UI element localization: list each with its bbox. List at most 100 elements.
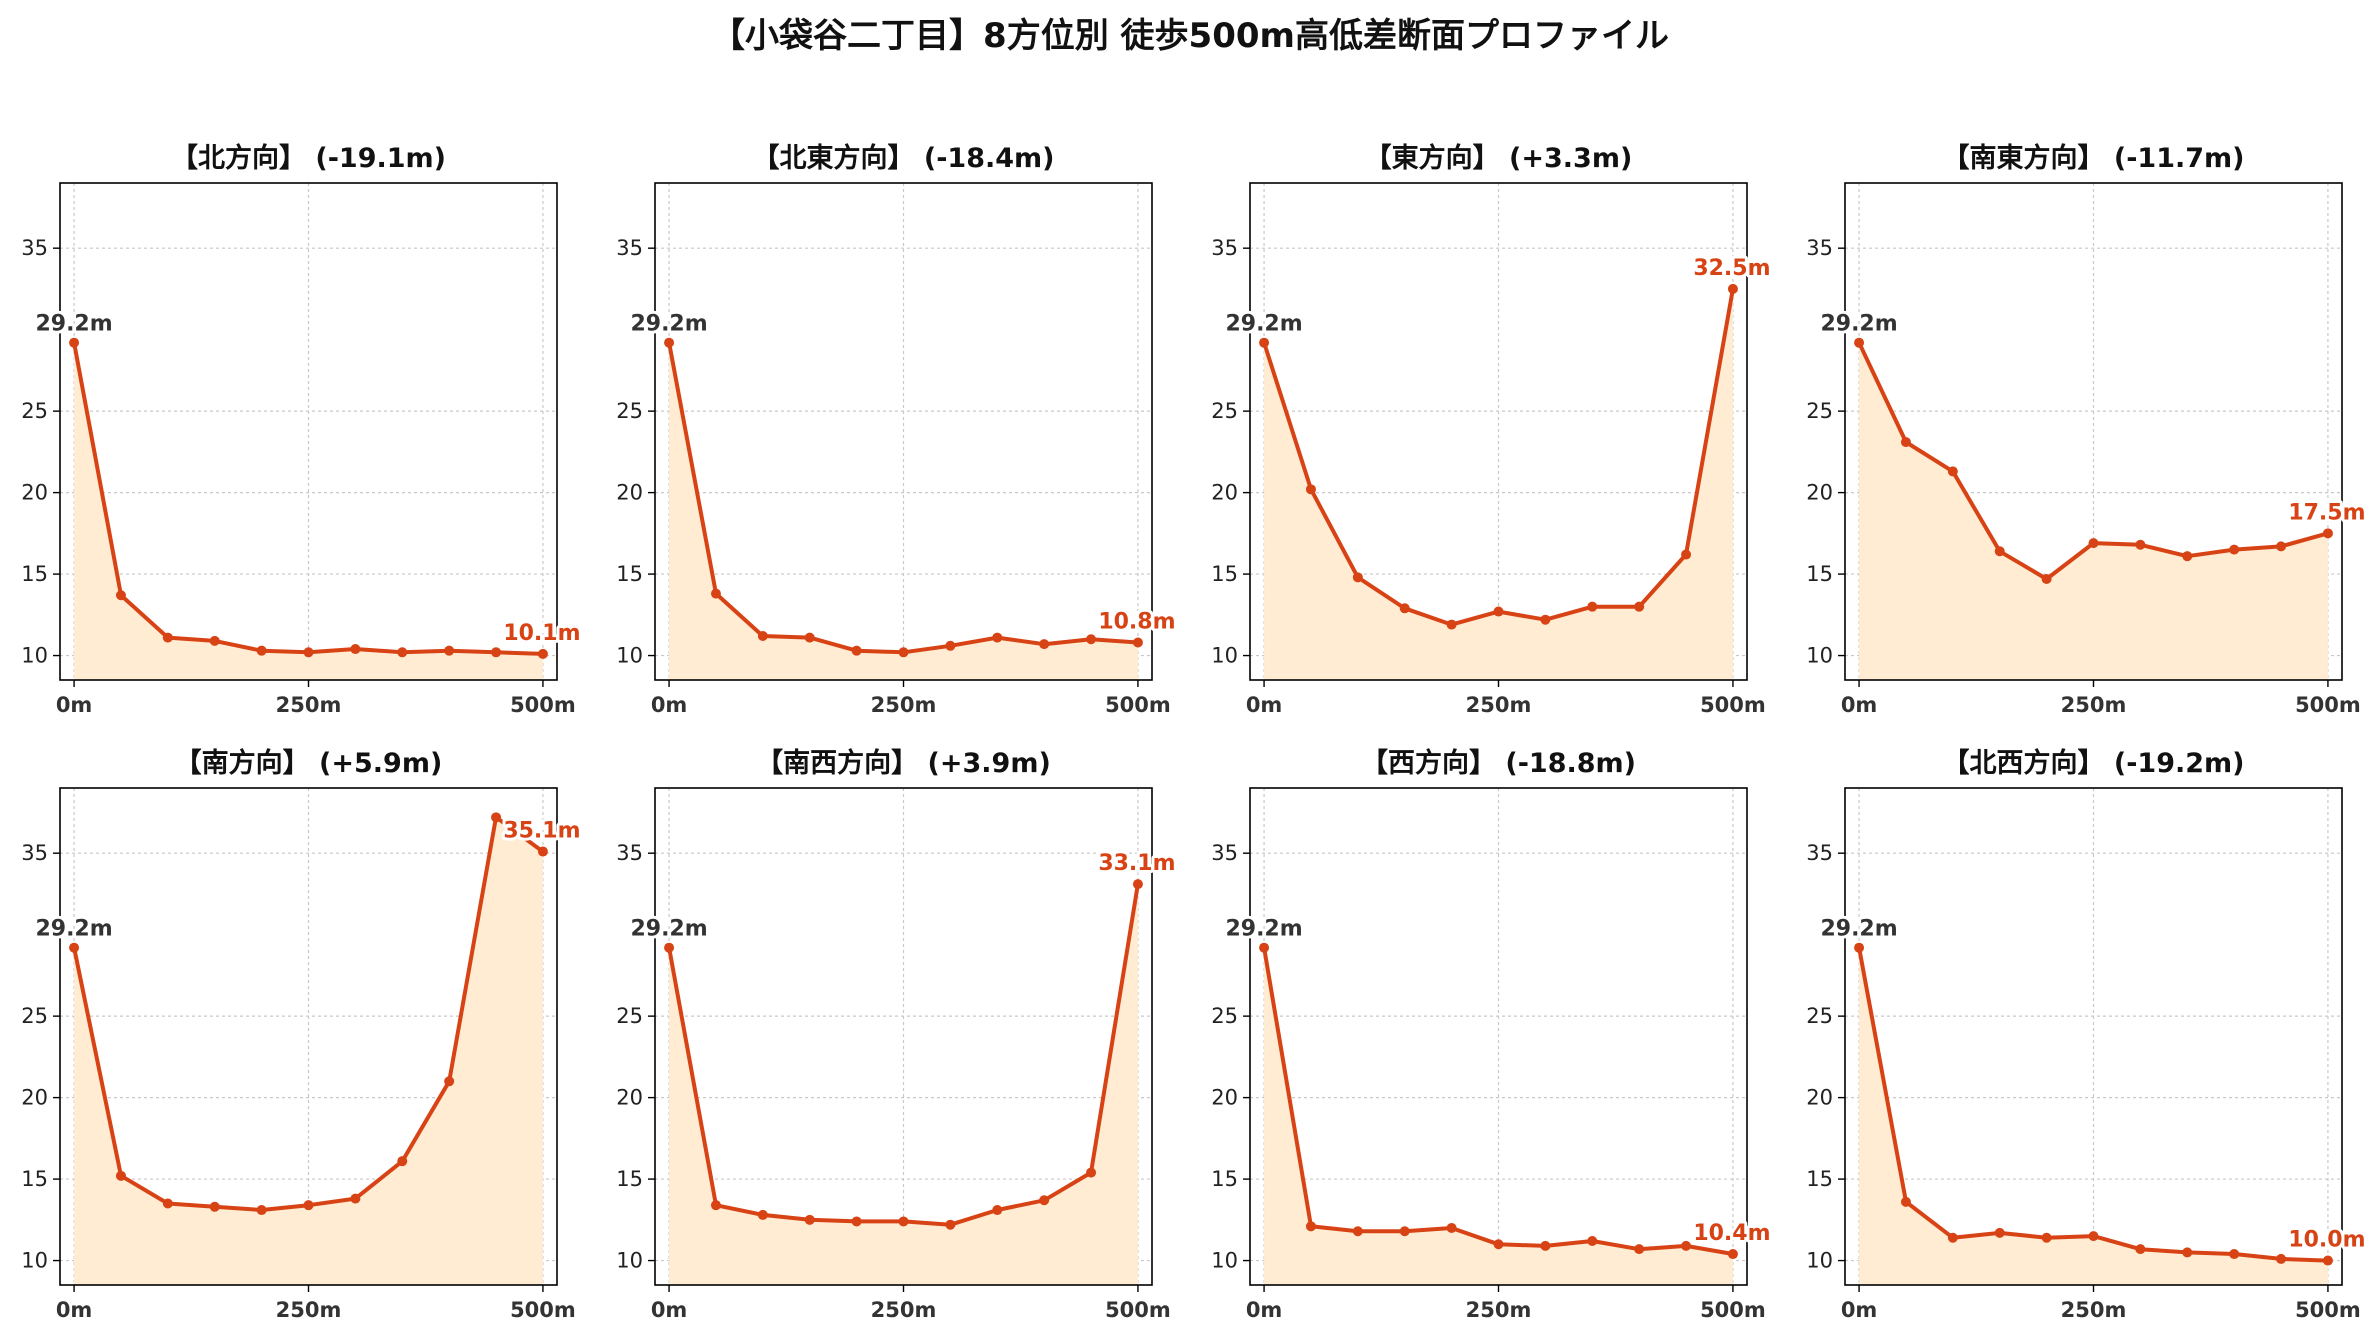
y-tick-label: 15 — [616, 562, 643, 586]
y-tick-label: 10 — [21, 644, 48, 668]
x-tick-label: 0m — [1841, 1298, 1878, 1322]
x-tick-label: 500m — [1105, 1298, 1171, 1322]
x-tick-label: 250m — [276, 693, 342, 717]
data-point — [1681, 549, 1692, 560]
data-point — [1259, 942, 1270, 953]
subplot-title: 【西方向】 (-18.8m) — [1361, 747, 1636, 779]
data-point — [1900, 1196, 1911, 1207]
elevation-area — [1264, 288, 1733, 680]
y-tick-label: 10 — [1211, 644, 1238, 668]
data-point — [444, 645, 455, 656]
y-tick-label: 25 — [1806, 399, 1833, 423]
data-point — [2276, 1253, 2287, 1264]
end-elevation-label: 33.1m — [1098, 851, 1175, 876]
x-tick-label: 250m — [1466, 1298, 1532, 1322]
x-tick-label: 0m — [1246, 693, 1283, 717]
data-point — [1994, 546, 2005, 557]
data-point — [350, 1193, 361, 1204]
data-point — [804, 632, 815, 643]
y-tick-label: 20 — [21, 1086, 48, 1110]
y-tick-label: 20 — [616, 1086, 643, 1110]
subplot-3: 0m 250m 500m 10 15 20 25 35 29.2m 32.5m 【東方向】 (+3.… — [1211, 142, 1773, 717]
start-elevation-label: 29.2m — [630, 312, 707, 337]
data-point — [664, 942, 675, 953]
data-point — [945, 640, 956, 651]
data-point — [1039, 639, 1050, 650]
elevation-area — [669, 884, 1138, 1285]
x-tick-label: 500m — [1105, 693, 1171, 717]
y-tick-label: 35 — [21, 841, 48, 865]
data-point — [992, 632, 1003, 643]
data-point — [1540, 614, 1551, 625]
start-elevation-label: 29.2m — [35, 917, 112, 942]
subplot-title: 【南西方向】 (+3.9m) — [756, 747, 1051, 779]
figure-title: 【小袋谷二丁目】8方位別 徒歩500m高低差断面プロファイル — [711, 16, 1669, 56]
x-tick-label: 500m — [510, 693, 576, 717]
data-point — [898, 1216, 909, 1227]
data-point — [350, 644, 361, 655]
start-elevation-label: 29.2m — [35, 312, 112, 337]
data-point — [256, 645, 267, 656]
end-elevation-label: 35.1m — [503, 819, 580, 844]
data-point — [1493, 1239, 1504, 1250]
elevation-area — [74, 342, 543, 680]
y-tick-label: 25 — [1806, 1004, 1833, 1028]
subplot-7: 0m 250m 500m 10 15 20 25 35 29.2m 10.4m 【西方向】 (-18… — [1211, 747, 1773, 1322]
data-point — [162, 632, 173, 643]
subplot-title: 【北方向】 (-19.1m) — [171, 142, 446, 174]
data-point — [2135, 1244, 2146, 1255]
data-point — [2322, 1255, 2333, 1266]
x-tick-label: 250m — [871, 693, 937, 717]
x-tick-label: 250m — [871, 1298, 937, 1322]
y-tick-label: 25 — [21, 1004, 48, 1028]
data-point — [209, 635, 220, 646]
data-point — [2229, 544, 2240, 555]
data-point — [256, 1205, 267, 1216]
data-point — [757, 631, 768, 642]
data-point — [1727, 1249, 1738, 1260]
x-tick-label: 500m — [2295, 1298, 2361, 1322]
data-point — [1681, 1240, 1692, 1251]
subplot-1: 0m 250m 500m 10 15 20 25 35 29.2m 10.1m 【北方向】 (-19… — [21, 142, 583, 717]
y-tick-label: 25 — [616, 399, 643, 423]
data-point — [992, 1205, 1003, 1216]
y-tick-label: 15 — [21, 1167, 48, 1191]
data-point — [444, 1076, 455, 1087]
data-point — [1086, 634, 1097, 645]
y-tick-label: 15 — [1806, 1167, 1833, 1191]
data-point — [491, 812, 502, 823]
end-elevation-label: 10.4m — [1693, 1221, 1770, 1246]
y-tick-label: 35 — [1211, 841, 1238, 865]
data-point — [1352, 1226, 1363, 1237]
subplot-title: 【南東方向】 (-11.7m) — [1942, 142, 2244, 174]
data-point — [1039, 1195, 1050, 1206]
subplot-title: 【北東方向】 (-18.4m) — [752, 142, 1054, 174]
start-elevation-label: 29.2m — [1225, 917, 1302, 942]
data-point — [1727, 283, 1738, 294]
data-point — [1947, 1232, 1958, 1243]
elevation-area — [1859, 947, 2328, 1285]
subplot-8: 0m 250m 500m 10 15 20 25 35 29.2m 10.0m 【北西方向】 (-1… — [1806, 747, 2368, 1322]
y-tick-label: 35 — [1806, 841, 1833, 865]
x-tick-label: 500m — [2295, 693, 2361, 717]
x-tick-label: 0m — [1841, 693, 1878, 717]
subplot-6: 0m 250m 500m 10 15 20 25 35 29.2m 33.1m 【南西方向】 (+3… — [616, 747, 1178, 1322]
data-point — [2276, 541, 2287, 552]
data-point — [2088, 1231, 2099, 1242]
data-point — [69, 942, 80, 953]
subplot-title: 【東方向】 (+3.3m) — [1365, 142, 1633, 174]
y-tick-label: 35 — [1211, 236, 1238, 260]
data-point — [1132, 879, 1143, 890]
data-point — [710, 1200, 721, 1211]
data-point — [1540, 1240, 1551, 1251]
x-tick-label: 0m — [56, 693, 93, 717]
data-point — [2182, 1247, 2193, 1258]
data-point — [115, 1170, 126, 1181]
y-tick-label: 15 — [1211, 562, 1238, 586]
end-elevation-label: 10.8m — [1098, 610, 1175, 635]
end-elevation-label: 10.1m — [503, 621, 580, 646]
data-point — [1352, 572, 1363, 583]
y-tick-label: 10 — [1211, 1249, 1238, 1273]
data-point — [1086, 1167, 1097, 1178]
